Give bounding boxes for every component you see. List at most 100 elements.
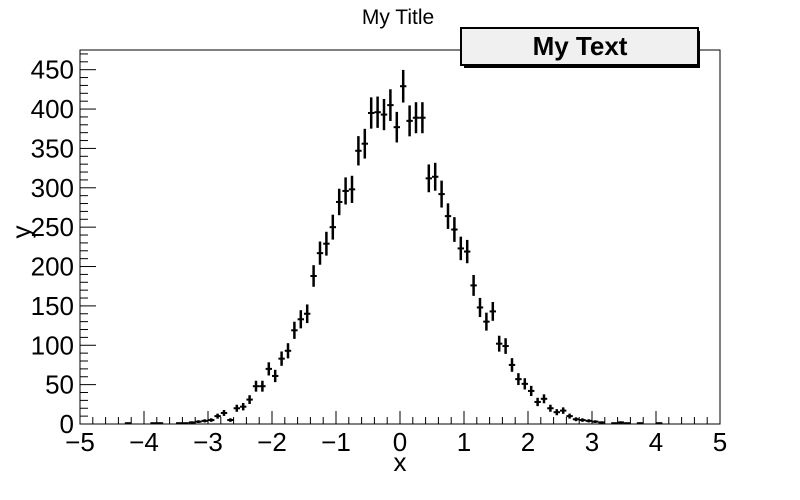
data-point — [214, 413, 221, 419]
x-tick-label: 2 — [521, 427, 535, 457]
data-point — [316, 241, 324, 265]
chart-title: My Title — [362, 6, 434, 29]
data-point — [636, 422, 644, 425]
x-tick-label: −5 — [65, 427, 95, 457]
data-point — [624, 422, 631, 425]
y-tick-label: 100 — [31, 330, 74, 360]
y-axis-label: y — [6, 226, 36, 239]
data-point — [592, 420, 599, 424]
data-point — [272, 369, 279, 383]
x-axis: −5 −4 −3 −2 −1 0 1 2 3 4 5 — [65, 411, 727, 457]
y-tick-label: 450 — [31, 55, 74, 85]
data-point — [528, 385, 535, 397]
x-tick-label: −2 — [257, 427, 287, 457]
data-point — [444, 203, 452, 229]
data-point — [355, 136, 362, 166]
data-point — [156, 422, 164, 425]
data-point — [547, 404, 554, 412]
data-point — [508, 358, 516, 372]
y-tick-label: 250 — [31, 212, 74, 242]
x-tick-label: 5 — [713, 427, 727, 457]
data-point — [464, 239, 471, 264]
data-point — [380, 98, 388, 131]
data-point — [438, 180, 445, 208]
data-point — [259, 380, 266, 392]
data-point — [336, 188, 343, 216]
data-point — [195, 420, 202, 424]
data-point — [566, 413, 573, 419]
data-point — [374, 96, 381, 128]
data-point — [496, 335, 503, 352]
data-point — [220, 410, 228, 416]
legend-box — [460, 27, 699, 66]
data-point — [611, 422, 618, 425]
y-tick-label: 150 — [31, 291, 74, 321]
data-point — [201, 419, 208, 423]
data-point — [502, 338, 509, 354]
data-point — [291, 321, 298, 339]
data-point — [540, 394, 548, 404]
data-point — [368, 97, 375, 129]
data-point — [361, 128, 368, 159]
data-point — [278, 351, 285, 366]
data-point — [406, 105, 413, 137]
x-axis-label: x — [394, 447, 407, 477]
data-point — [515, 373, 522, 386]
y-tick-label: 300 — [31, 173, 74, 203]
data-point — [124, 422, 132, 425]
plot-frame — [79, 49, 721, 425]
data-point — [412, 102, 420, 134]
legend-text: My Text — [533, 31, 628, 61]
data-point — [240, 402, 247, 411]
legend: My Text — [460, 27, 700, 68]
x-tick-label: 3 — [585, 427, 599, 457]
data-point — [457, 236, 464, 261]
data-point — [483, 312, 490, 331]
data-point — [572, 417, 580, 422]
data-point — [585, 419, 592, 423]
data-point — [393, 111, 400, 143]
data-point — [419, 102, 426, 134]
data-point — [323, 231, 330, 256]
y-axis: 0 50 100 150 200 250 300 350 400 450 — [31, 53, 96, 439]
data-point — [265, 362, 272, 376]
data-point — [329, 214, 336, 240]
x-tick-label: 0 — [393, 427, 407, 457]
y-tick-label: 400 — [31, 94, 74, 124]
data-point — [476, 297, 484, 318]
y-tick-label: 350 — [31, 133, 74, 163]
data-point — [560, 407, 567, 414]
data-point — [297, 310, 304, 329]
data-point — [400, 69, 407, 103]
data-point — [489, 301, 496, 321]
data-point — [348, 175, 356, 203]
x-tick-label: −1 — [321, 427, 351, 457]
x-tick-label: −3 — [193, 427, 223, 457]
x-tick-label: 1 — [457, 427, 471, 457]
data-point — [342, 177, 349, 205]
y-tick-label: 0 — [60, 409, 74, 439]
data-point — [451, 217, 458, 242]
y-tick-label: 50 — [45, 370, 74, 400]
data-point — [252, 380, 260, 392]
data-point — [182, 422, 189, 425]
data-point — [310, 265, 317, 287]
data-point — [617, 421, 624, 424]
data-point — [534, 397, 541, 407]
data-point — [304, 304, 311, 324]
y-tick-label: 200 — [31, 252, 74, 282]
data-point — [656, 422, 663, 425]
data-point — [246, 395, 253, 404]
x-tick-label: 4 — [649, 427, 663, 457]
data-point — [425, 164, 432, 193]
x-tick-label: −4 — [129, 427, 159, 457]
data-point — [208, 418, 215, 422]
data-point — [521, 378, 528, 390]
data-point — [176, 422, 183, 425]
data-point — [387, 89, 394, 121]
data-point — [284, 343, 292, 359]
data-point — [598, 421, 605, 424]
data-point — [233, 404, 240, 412]
data-point — [150, 422, 157, 425]
